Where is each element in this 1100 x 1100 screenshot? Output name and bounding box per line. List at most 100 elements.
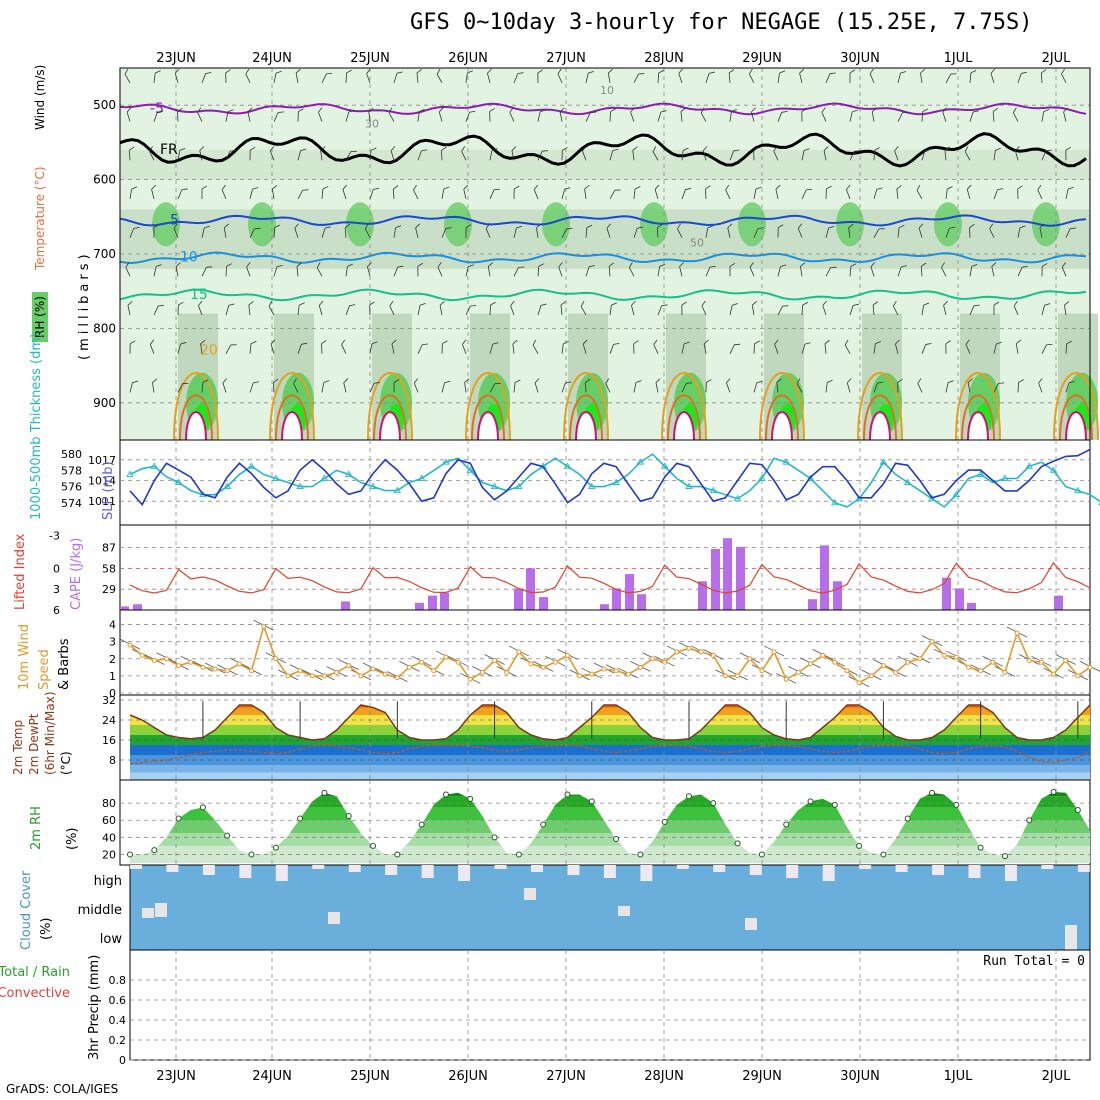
wind-barb xyxy=(393,265,404,277)
wind-barb xyxy=(124,68,131,84)
wind-barb xyxy=(703,339,709,354)
cape-ylabels: Lifted Index xyxy=(13,533,28,610)
wind-barb xyxy=(364,223,371,238)
wind-barb xyxy=(749,262,755,277)
wind-barb xyxy=(391,339,397,354)
thickness-line-marker xyxy=(1025,462,1034,469)
rh-marker xyxy=(151,847,158,854)
wind-barb xyxy=(585,111,597,122)
isotherm-label: -5 xyxy=(150,101,164,117)
date-label-top: 30JUN xyxy=(840,51,880,66)
thickness-line-marker xyxy=(709,486,718,494)
wind-barb xyxy=(487,262,493,277)
wind-barb xyxy=(727,223,733,238)
date-label-top: 23JUN xyxy=(156,51,196,66)
wind-barb xyxy=(921,302,930,316)
axis-label-rh: 2m RH xyxy=(29,806,44,850)
wind-barb xyxy=(441,380,451,393)
wind-speed-marker xyxy=(844,668,850,674)
wind-barb xyxy=(294,223,299,238)
thickness-line-marker xyxy=(831,498,839,506)
rh-marker xyxy=(540,821,547,828)
wind-speed-marker xyxy=(674,649,680,655)
cloud-high-gap xyxy=(239,865,252,878)
wind-barb xyxy=(537,69,543,83)
wind-barb xyxy=(801,148,810,161)
thickness-line-marker xyxy=(223,482,232,490)
wind-barb xyxy=(272,185,278,200)
wind-barb xyxy=(225,150,236,161)
wind-barb xyxy=(825,225,835,238)
wind-barb xyxy=(653,339,659,354)
date-label-top: 1JUL xyxy=(944,51,974,66)
wind-barb xyxy=(321,186,329,199)
wind-barb xyxy=(225,303,235,316)
precip-ylabel: 3hr Precip (mm) xyxy=(87,955,102,1060)
rh-marker xyxy=(442,791,449,798)
wind-barb xyxy=(633,73,645,84)
wind-barb xyxy=(945,186,953,199)
wind-barb xyxy=(1017,185,1023,199)
wind-barb xyxy=(822,300,827,316)
wind-barb xyxy=(441,340,448,354)
wind-barb xyxy=(177,147,186,161)
wind-barb xyxy=(463,184,469,200)
wind-barb xyxy=(990,68,996,84)
slp-tick: 1017 xyxy=(88,454,116,467)
wind-speed-marker xyxy=(856,680,862,686)
cloud-high-gap xyxy=(932,865,945,875)
isotherm-label: FR xyxy=(160,142,178,158)
wind-speed-marker xyxy=(285,673,291,679)
temp-band xyxy=(130,705,1090,708)
wind-barb xyxy=(969,264,978,277)
wind-barb xyxy=(897,111,909,122)
pressure-tick: 800 xyxy=(93,321,116,335)
wind-tick: 2 xyxy=(109,653,116,666)
wind-barb xyxy=(441,146,447,161)
wind-barb xyxy=(1040,69,1047,83)
wind-barb xyxy=(149,339,155,354)
wind-barb xyxy=(200,339,206,354)
wind-barb xyxy=(174,68,180,83)
rh-marker xyxy=(734,840,741,847)
date-label-bottom: 28JUN xyxy=(644,1069,684,1084)
date-label-top: 2JUL xyxy=(1042,51,1072,66)
wind-barb xyxy=(367,262,372,277)
wind-tick: 3 xyxy=(109,636,116,649)
rh-marker xyxy=(127,851,133,858)
isotherm-20 xyxy=(1053,372,1099,441)
cloud-level-high: high xyxy=(94,874,122,889)
thickness-line-marker xyxy=(442,458,450,465)
wind-speed-marker xyxy=(504,669,510,675)
thickness-line-marker xyxy=(782,458,790,465)
thickness-line-marker xyxy=(515,482,523,490)
rh-tick: 20 xyxy=(102,848,116,861)
thickness-line-marker xyxy=(417,474,426,481)
wind-speed-marker xyxy=(868,673,874,679)
cape-bar xyxy=(415,602,424,610)
li-tick: -3 xyxy=(49,530,60,543)
wind-speed-marker xyxy=(176,663,182,669)
wind-barb xyxy=(489,188,500,200)
isotherm-line xyxy=(119,102,1087,116)
isotherm-25 xyxy=(961,394,995,441)
rh-marker xyxy=(661,818,668,825)
wind-barb xyxy=(199,146,205,161)
wind-barb xyxy=(246,262,251,277)
wind-barb xyxy=(1041,343,1053,354)
wind-barb xyxy=(487,68,492,83)
cloud-middle-gap xyxy=(1065,925,1077,950)
wind-barb xyxy=(392,185,399,199)
axis-label-cape: CAPE (J/kg) xyxy=(69,538,84,610)
wind-barb xyxy=(561,187,571,200)
rh-blob-mid xyxy=(444,202,472,247)
wind-barb xyxy=(465,224,472,238)
thickness-tick: 574 xyxy=(61,497,82,510)
thickness-tick: 578 xyxy=(61,464,82,477)
thickness-line-marker xyxy=(466,466,475,473)
wind-barb xyxy=(993,382,1005,393)
wind-speed-marker xyxy=(516,649,522,655)
date-label-bottom: 2JUL xyxy=(1042,1069,1072,1084)
wind-speed-marker xyxy=(808,661,814,667)
